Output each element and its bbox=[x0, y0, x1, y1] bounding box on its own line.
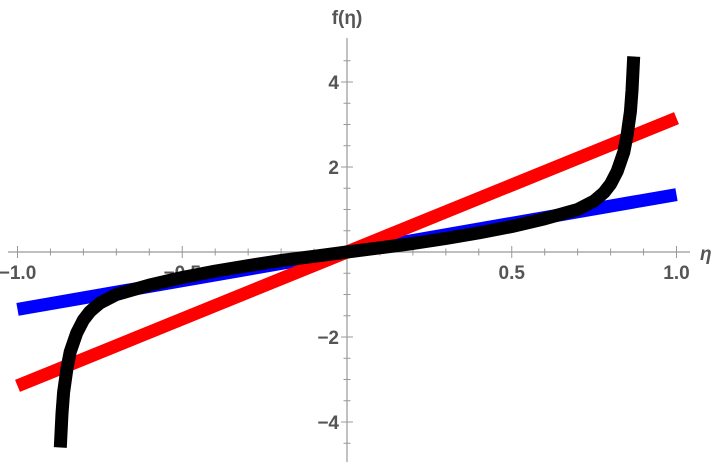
y-tick-label: 4 bbox=[328, 73, 339, 94]
axes: −1.0 −0.5 0.5 1.0−4−224 bbox=[0, 38, 690, 462]
series-line-3 bbox=[53, 56, 641, 448]
y-tick-label: −2 bbox=[317, 328, 339, 349]
x-axis-label: η bbox=[700, 244, 712, 265]
x-tick-label: 0.5 bbox=[499, 263, 526, 284]
labels: f(η) η bbox=[332, 8, 712, 265]
y-tick-label: 2 bbox=[328, 158, 339, 179]
series-layer bbox=[15, 56, 679, 448]
y-tick-label: −4 bbox=[317, 413, 339, 434]
x-tick-label: −1.0 bbox=[0, 263, 36, 284]
y-axis-label: f(η) bbox=[332, 8, 363, 29]
x-tick-label: 1.0 bbox=[663, 263, 689, 284]
